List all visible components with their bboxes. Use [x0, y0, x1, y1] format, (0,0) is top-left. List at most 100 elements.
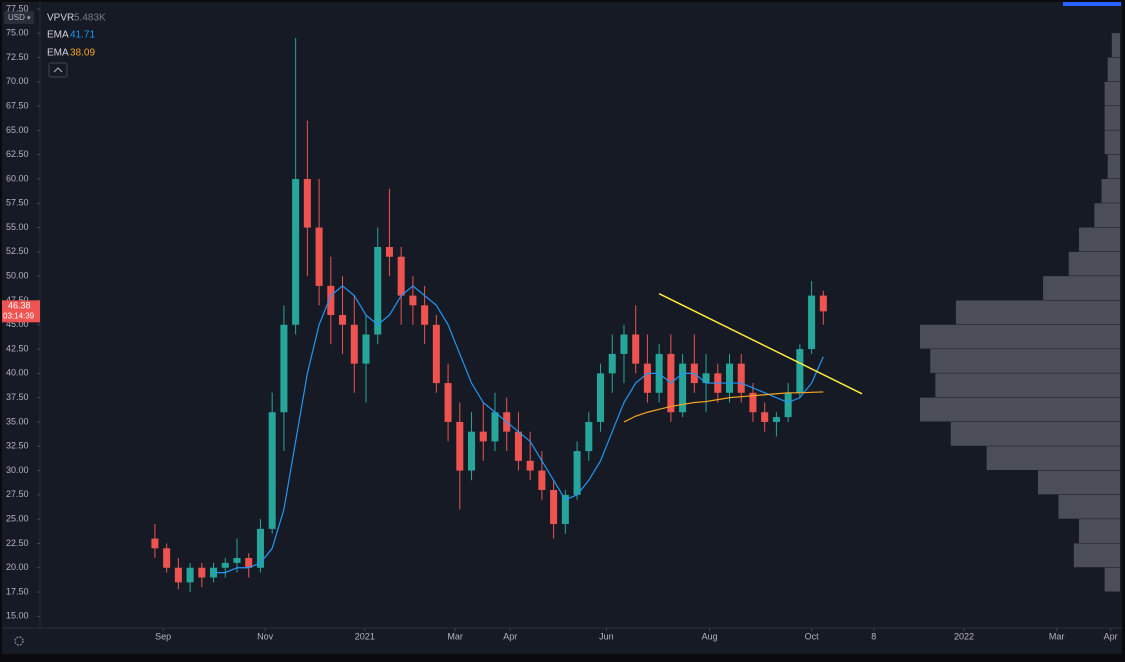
y-tick-label: 30.00 — [6, 465, 29, 475]
candle-body — [749, 392, 757, 413]
candle-body — [256, 528, 264, 568]
y-tick-label: 65.00 — [6, 125, 29, 135]
x-tick-label: 2021 — [355, 631, 375, 641]
volume-profile-bar — [1101, 178, 1120, 203]
candle-body — [409, 295, 417, 306]
y-tick-label: 40.00 — [6, 368, 29, 378]
candle-body — [327, 285, 335, 316]
volume-profile-bar — [1104, 567, 1120, 592]
candle-body — [186, 567, 194, 583]
volume-profile-bar — [955, 300, 1120, 325]
collapse-icon[interactable] — [53, 67, 63, 73]
legend-value: 41.71 — [70, 30, 95, 41]
x-tick-label: Nov — [257, 631, 274, 641]
candle-body — [362, 334, 370, 364]
volume-profile-bar — [1037, 470, 1120, 495]
y-tick-label: 25.00 — [6, 514, 29, 524]
candle-body — [643, 363, 651, 393]
currency-button[interactable] — [4, 11, 34, 24]
y-tick-label: 70.00 — [6, 76, 29, 86]
candle-body — [456, 421, 464, 471]
candle-body — [796, 349, 804, 393]
volume-profile-bar — [1107, 57, 1120, 82]
candle-body — [561, 494, 569, 525]
y-tick-label: 35.00 — [6, 416, 29, 426]
volume-profile-bar — [1078, 227, 1120, 252]
legend: VPVR 5.483K EMA 41.71 EMA 38.09 — [47, 13, 106, 78]
volume-profile-bar — [935, 373, 1120, 398]
candle-body — [174, 567, 182, 583]
candle-body — [620, 334, 628, 354]
candle-body — [538, 470, 546, 490]
volume-profile-bar — [920, 324, 1120, 349]
currency-label[interactable]: USD — [8, 13, 25, 22]
candle-body — [350, 324, 358, 364]
y-tick-label: 42.50 — [6, 343, 29, 353]
settings-button[interactable] — [14, 636, 24, 646]
collapse-button[interactable] — [48, 62, 68, 78]
currency-caret[interactable]: ▾ — [27, 15, 31, 22]
y-tick-label: 47.50 — [6, 295, 29, 305]
x-tick-label: 2022 — [954, 631, 974, 641]
y-tick-label: 20.00 — [6, 562, 29, 572]
legend-value: 5.483K — [74, 13, 106, 24]
y-tick-label: 67.50 — [6, 100, 29, 110]
y-tick-label: 37.50 — [6, 392, 29, 402]
candle-body — [808, 295, 816, 350]
volume-profile-bar — [1104, 81, 1120, 106]
candle-body — [737, 363, 745, 393]
candle-body — [679, 363, 687, 413]
y-tick-label: 72.50 — [6, 52, 29, 62]
volume-profile-bar — [1068, 251, 1120, 276]
y-tick-label: 57.50 — [6, 198, 29, 208]
candle-body — [819, 295, 827, 312]
candle-body — [374, 247, 382, 335]
volume-profile-bar — [1104, 106, 1120, 130]
volume-profile-bar — [950, 421, 1120, 446]
y-tick-label: 27.50 — [6, 489, 29, 499]
candle-body — [550, 489, 558, 525]
candle-body — [397, 256, 405, 296]
y-tick-label: 55.00 — [6, 222, 29, 232]
x-tick-label: Apr — [503, 631, 517, 641]
candle-body — [339, 315, 347, 325]
candle-body — [444, 383, 452, 422]
candle-body — [632, 334, 640, 364]
candle-body — [491, 412, 499, 442]
candle-body — [573, 451, 581, 495]
candle-body — [280, 324, 288, 413]
legend-name: EMA — [47, 30, 69, 41]
candle-body — [163, 548, 171, 568]
trendline — [658, 292, 863, 395]
candle-body — [468, 431, 476, 471]
candle-body — [303, 178, 311, 228]
candle-body — [761, 412, 769, 422]
x-tick-label: Sep — [155, 631, 171, 641]
candle-body — [268, 412, 276, 529]
candle-body — [526, 460, 534, 471]
candle-body — [198, 567, 206, 578]
volume-profile-bar — [1094, 203, 1120, 228]
legend-value: 38.09 — [70, 48, 95, 59]
x-tick-label: Aug — [702, 631, 718, 641]
candle-body — [479, 431, 487, 442]
y-tick-label: 62.50 — [6, 149, 29, 159]
volume-profile-bar — [1111, 33, 1120, 57]
candle-body — [608, 353, 616, 374]
candle-body — [432, 324, 440, 384]
candle-body — [702, 373, 710, 384]
ema-line — [213, 285, 824, 574]
legend-name: VPVR — [47, 13, 74, 24]
candle-body — [784, 392, 792, 418]
x-tick-label: Mar — [447, 631, 463, 641]
candle-body — [585, 421, 593, 452]
candle-body — [772, 417, 780, 422]
y-tick-label: 60.00 — [6, 173, 29, 183]
volume-profile-bar — [930, 349, 1120, 373]
candle-body — [385, 247, 393, 257]
price-tag — [2, 300, 40, 323]
y-tick-label: 77.50 — [6, 3, 29, 13]
candle-body — [315, 227, 323, 286]
price-tag-label: 46.38 — [8, 301, 31, 311]
volume-profile-bar — [1043, 276, 1120, 300]
